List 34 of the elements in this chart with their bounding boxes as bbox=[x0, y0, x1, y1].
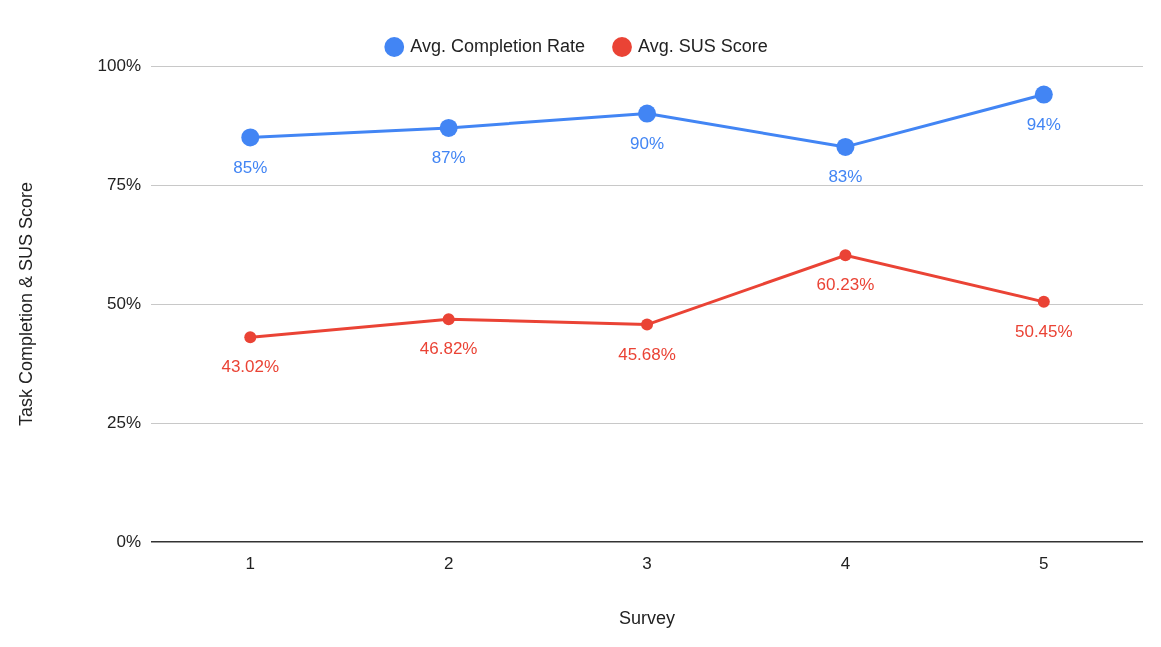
y-axis-title: Task Completion & SUS Score bbox=[15, 181, 36, 427]
data-label: 46.82% bbox=[419, 339, 478, 359]
data-label: 50.45% bbox=[1014, 322, 1073, 342]
x-tick-label: 4 bbox=[840, 553, 851, 573]
y-tick-label: 75% bbox=[107, 174, 142, 194]
point bbox=[241, 128, 260, 147]
data-label: 85% bbox=[233, 157, 268, 177]
data-label: 43.02% bbox=[221, 357, 280, 377]
y-tick-label: 50% bbox=[107, 293, 142, 313]
data-label: 45.68% bbox=[618, 344, 676, 364]
data-label: 60.23% bbox=[816, 275, 875, 295]
point bbox=[1034, 85, 1053, 104]
data-label: 87% bbox=[431, 148, 466, 168]
x-tick-label: 1 bbox=[245, 553, 256, 573]
data-label: 94% bbox=[1026, 114, 1061, 134]
point bbox=[439, 118, 458, 137]
x-tick-label: 3 bbox=[642, 553, 652, 573]
y-tick-label: 0% bbox=[116, 531, 142, 551]
x-axis-title: Survey bbox=[619, 608, 676, 629]
y-tick-label: 25% bbox=[107, 412, 142, 432]
point bbox=[1037, 295, 1050, 308]
x-tick-label: 5 bbox=[1039, 553, 1049, 573]
point bbox=[641, 318, 654, 331]
point bbox=[839, 249, 852, 262]
legend-label: Avg. Completion Rate bbox=[410, 35, 586, 56]
data-label: 83% bbox=[828, 167, 863, 187]
x-tick-label: 2 bbox=[443, 553, 454, 573]
point bbox=[442, 313, 455, 326]
point bbox=[638, 104, 657, 123]
legend-label: Avg. SUS Score bbox=[638, 35, 768, 56]
data-label: 90% bbox=[630, 133, 665, 153]
y-tick-label: 100% bbox=[97, 55, 142, 75]
point bbox=[244, 331, 257, 344]
point bbox=[836, 137, 855, 156]
